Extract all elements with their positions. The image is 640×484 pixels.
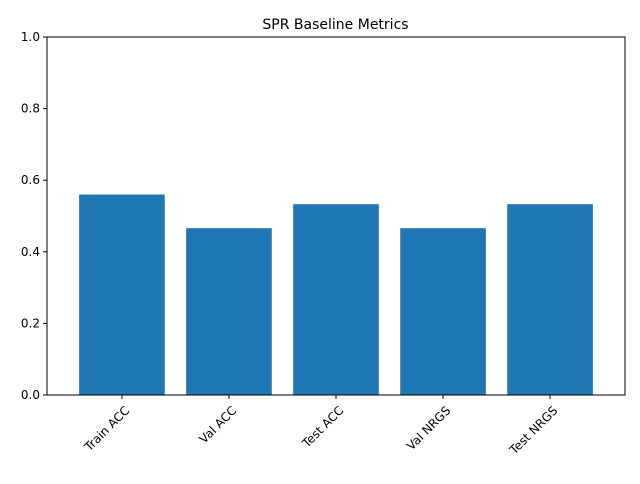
bar-test-nrgs: [507, 204, 593, 395]
x-tick-label: Test ACC: [299, 403, 347, 451]
y-tick-label: 0.6: [21, 173, 40, 187]
y-tick-label: 0.8: [21, 102, 40, 116]
y-tick-label: 1.0: [21, 30, 40, 44]
bar-val-nrgs: [400, 228, 486, 395]
x-tick-label: Val ACC: [196, 403, 239, 446]
x-ticks: Train ACC Val ACC Test ACC Val NRGS Test NRG…: [81, 395, 560, 458]
y-tick-label: 0.4: [21, 245, 40, 259]
x-tick-label: Test NRGS: [506, 403, 560, 457]
bar-train-acc: [79, 194, 165, 395]
y-tick-label: 0.0: [21, 388, 40, 402]
y-ticks: 0.0 0.2 0.4 0.6 0.8 1.0: [21, 30, 47, 402]
y-tick-label: 0.2: [21, 316, 40, 330]
bar-test-acc: [293, 204, 379, 395]
bars-layer: [79, 194, 593, 395]
bar-val-acc: [186, 228, 272, 395]
x-tick-label: Val NRGS: [404, 403, 454, 453]
x-tick-label: Train ACC: [81, 403, 132, 454]
chart-title: SPR Baseline Metrics: [262, 17, 408, 33]
